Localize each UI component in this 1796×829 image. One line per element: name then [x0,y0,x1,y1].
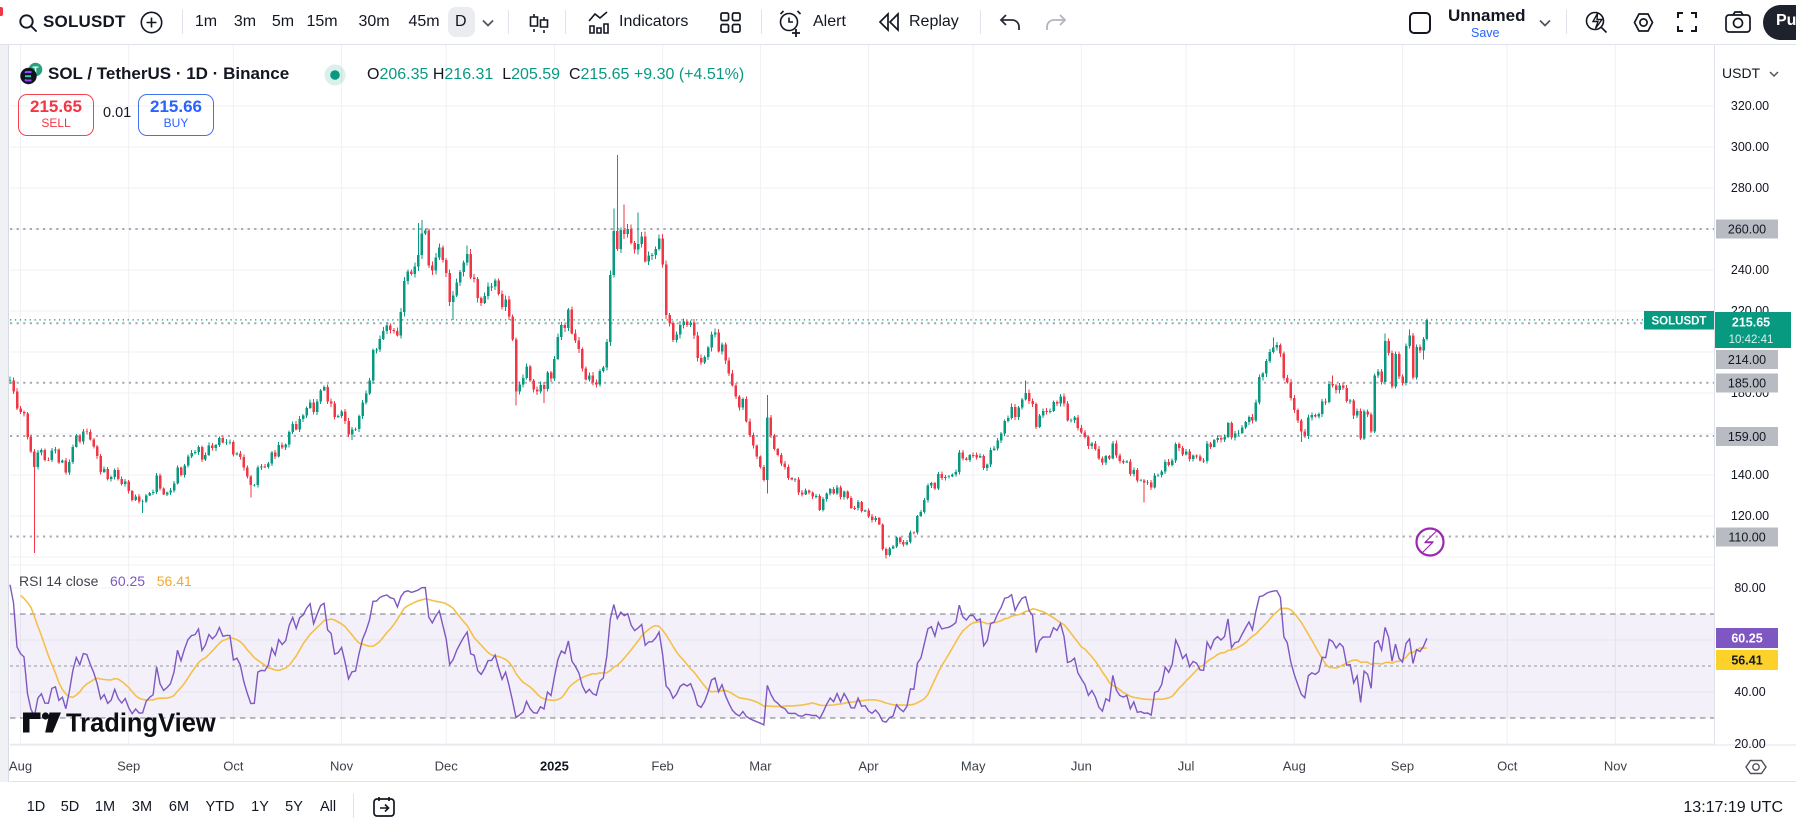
svg-text:Nov: Nov [1604,759,1628,774]
svg-text:Jul: Jul [1178,759,1195,774]
svg-text:320.00: 320.00 [1731,99,1769,113]
svg-text:2025: 2025 [540,759,569,774]
svg-text:Apr: Apr [858,759,879,774]
svg-text:TradingView: TradingView [66,710,216,738]
svg-text:300.00: 300.00 [1731,140,1769,154]
svg-text:Aug: Aug [9,759,32,774]
svg-text:159.00: 159.00 [1728,430,1766,444]
svg-text:280.00: 280.00 [1731,181,1769,195]
svg-text:May: May [961,759,986,774]
svg-text:110.00: 110.00 [1728,531,1765,545]
svg-text:60.25: 60.25 [1731,632,1762,646]
svg-text:Sep: Sep [117,759,140,774]
svg-text:215.65: 215.65 [1732,316,1770,330]
svg-text:40.00: 40.00 [1734,685,1765,699]
svg-text:185.00: 185.00 [1728,377,1766,391]
svg-text:Oct: Oct [1497,759,1518,774]
svg-text:240.00: 240.00 [1731,263,1769,277]
svg-text:SOLUSDT: SOLUSDT [1652,316,1707,328]
svg-text:20.00: 20.00 [1734,737,1765,751]
svg-text:Aug: Aug [1283,759,1306,774]
svg-text:140.00: 140.00 [1731,468,1769,482]
svg-text:Feb: Feb [651,759,673,774]
svg-text:214.00: 214.00 [1728,353,1766,367]
svg-text:Dec: Dec [435,759,459,774]
svg-text:Sep: Sep [1391,759,1414,774]
svg-text:56.41: 56.41 [1731,654,1762,668]
svg-text:Mar: Mar [749,759,772,774]
svg-text:260.00: 260.00 [1728,223,1766,237]
svg-text:120.00: 120.00 [1731,509,1769,523]
svg-text:Nov: Nov [330,759,354,774]
svg-text:10:42:41: 10:42:41 [1729,334,1774,346]
svg-text:Oct: Oct [223,759,244,774]
svg-text:13:17:19 UTC: 13:17:19 UTC [1683,799,1783,816]
svg-text:80.00: 80.00 [1734,581,1765,595]
svg-text:T: T [32,65,38,76]
svg-text:Jun: Jun [1071,759,1092,774]
